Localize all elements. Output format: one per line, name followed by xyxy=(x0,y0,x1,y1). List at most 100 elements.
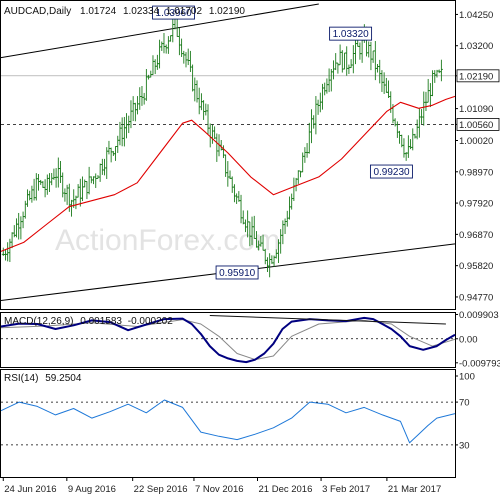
0-tick-label: 1.00020 xyxy=(459,136,493,147)
macd-panel-title: MACD(12,26,9) 0.001583 -0.000202 xyxy=(4,316,173,327)
ohlc-bar xyxy=(122,116,126,147)
price-tick-labels: 1.04250 1.03200 1.02190 1.01090 1.00560 1.000… xyxy=(455,10,500,303)
0-tick-label: 0.96870 xyxy=(459,230,493,241)
price-grid xyxy=(1,75,455,125)
ohlc-bar xyxy=(193,77,197,102)
ohlc-bar xyxy=(144,69,148,101)
ohlc-bar xyxy=(334,53,338,71)
ohlc-bar xyxy=(206,104,210,135)
ohlc-bar xyxy=(239,194,243,224)
0-tick-label: 0.97920 xyxy=(459,199,493,210)
ohlc-bar xyxy=(107,140,111,155)
price-panel-title: AUDCAD,Daily 1.01724 1.02334 1.01702 1.0… xyxy=(4,6,245,17)
moving-average xyxy=(0,95,456,252)
annotation-label: 0.95910 xyxy=(219,268,256,279)
ohlc-bar xyxy=(50,173,54,186)
ohlc-bar xyxy=(413,133,417,139)
ohlc-bar xyxy=(378,59,382,84)
ohlc-bar xyxy=(98,163,102,182)
ohlc-bar xyxy=(188,50,192,72)
ohlc-bar xyxy=(307,122,311,154)
macd-tick-label: 0.00 xyxy=(459,334,478,345)
ohlc-bar xyxy=(402,138,406,158)
ohlc-bar xyxy=(59,160,63,183)
ohlc-close: 1.02190 xyxy=(209,6,246,17)
ohlc-bar xyxy=(78,178,82,207)
ohlc-bar xyxy=(294,177,298,192)
price-annotation: 0.95910 xyxy=(215,265,259,280)
0-tick-label: 1.03200 xyxy=(459,41,493,52)
ohlc-bar xyxy=(349,59,353,69)
ohlc-bar xyxy=(76,184,80,198)
ohlc-bar xyxy=(105,147,109,180)
ohlc-bar xyxy=(283,218,287,234)
0-tick-label: 0.98970 xyxy=(459,167,493,178)
ohlc-bar xyxy=(224,154,228,177)
ohlc-bar xyxy=(136,96,140,115)
rsi-lines xyxy=(0,399,456,444)
ohlc-bar xyxy=(85,181,89,200)
ohlc-bar xyxy=(433,70,437,83)
candles xyxy=(1,13,443,278)
ohlc-bar xyxy=(210,124,214,144)
ohlc-bar xyxy=(329,68,333,92)
rsi-line xyxy=(0,399,456,444)
ohlc-bar xyxy=(41,181,45,188)
date-tick-label: 3 Feb 2017 xyxy=(322,484,370,495)
annotation-box xyxy=(152,5,195,20)
annotation-box xyxy=(215,265,259,280)
0-tick-label: 1.04250 xyxy=(459,10,493,21)
price-annotation: 0.99230 xyxy=(369,164,413,179)
ohlc-bar xyxy=(63,188,67,202)
ohlc-bar xyxy=(347,64,351,75)
ohlc-bar xyxy=(30,185,34,203)
ohlc-bar xyxy=(301,152,305,173)
price-panel: ActionForex.com 1.03960 1.03320 0.99230 0.9… xyxy=(0,0,500,310)
ohlc-bar xyxy=(316,99,320,115)
ohlc-bar xyxy=(204,103,208,116)
ohlc-bar xyxy=(296,170,300,184)
ohlc-bar xyxy=(380,70,384,92)
macd-signal-value: -0.000202 xyxy=(128,316,173,327)
ohlc-bar xyxy=(94,173,98,188)
ohlc-bar xyxy=(164,44,168,54)
macd-trend-line xyxy=(209,315,446,325)
ohlc-bar xyxy=(131,96,135,122)
ohlc-bar xyxy=(129,100,133,129)
date-tick-label: 24 Jun 2016 xyxy=(4,484,56,495)
macd-tick-labels: 0.009903 0.00 -0.009793 xyxy=(455,310,500,369)
ohlc-bar xyxy=(417,108,421,138)
ohlc-bar xyxy=(325,78,329,94)
ohlc-bar xyxy=(171,19,175,43)
ohlc-bar xyxy=(369,41,373,71)
date-axis: 24 Jun 2016 9 Aug 2016 22 Sep 2016 7 Nov 20… xyxy=(2,477,441,495)
date-tick-label: 7 Nov 2016 xyxy=(195,484,244,495)
ohlc-bar xyxy=(23,200,27,219)
ohlc-bar xyxy=(197,87,201,115)
rsi-tick-label: 70 xyxy=(459,398,470,409)
ohlc-bar xyxy=(343,52,347,70)
ohlc-bar xyxy=(166,36,170,54)
date-tick-label: 21 Mar 2017 xyxy=(388,484,441,495)
ohlc-bar xyxy=(52,168,56,180)
ohlc-bar xyxy=(36,173,40,191)
ohlc-bar xyxy=(6,242,10,262)
rsi-title: RSI(14) xyxy=(4,373,38,384)
ohlc-bar xyxy=(285,210,289,227)
ohlc-bar xyxy=(118,121,122,146)
ohlc-bar xyxy=(177,27,181,56)
ohlc-bar xyxy=(56,157,60,188)
ohlc-bar xyxy=(230,176,234,193)
date-tick-label: 21 Dec 2016 xyxy=(259,484,313,495)
ohlc-bar xyxy=(241,210,245,225)
ohlc-bar xyxy=(305,143,309,158)
ohlc-bar xyxy=(74,195,78,210)
macd-panel-frame xyxy=(0,312,456,368)
ohlc-bar xyxy=(48,173,52,193)
ohlc-bar xyxy=(25,189,29,207)
ohlc-bar xyxy=(215,133,219,162)
macd-main-line xyxy=(0,316,456,364)
rsi-panel-frame xyxy=(0,369,456,478)
ohlc-bar xyxy=(213,126,217,140)
macd-lines xyxy=(0,315,456,364)
